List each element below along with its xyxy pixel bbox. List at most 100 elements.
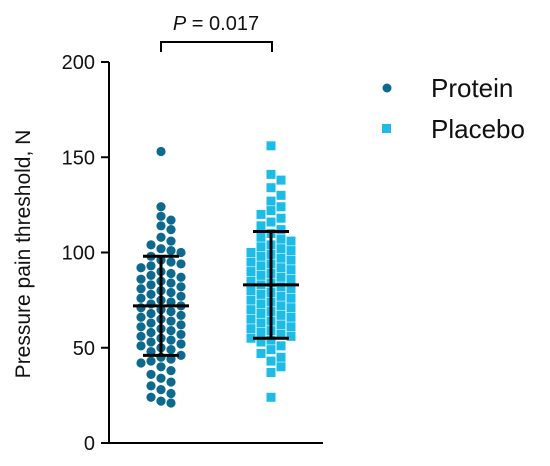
data-point-protein [156, 385, 166, 395]
data-point-protein [166, 268, 176, 279]
data-point-placebo [276, 352, 286, 362]
data-point-protein [136, 312, 146, 322]
data-point-protein [136, 263, 146, 273]
data-point-placebo [256, 251, 266, 261]
data-point-protein [146, 327, 156, 338]
data-point-protein [166, 354, 176, 364]
data-point-placebo [246, 314, 256, 324]
data-point-placebo [246, 267, 256, 277]
data-point-protein [166, 316, 176, 326]
data-point-protein [146, 280, 156, 290]
p-value-text: = 0.017 [186, 13, 259, 35]
data-point-protein [156, 244, 166, 254]
data-point-placebo [246, 257, 256, 267]
data-point-placebo [256, 308, 266, 318]
data-point-placebo [266, 368, 276, 378]
data-point-protein [166, 225, 176, 235]
data-point-protein [166, 287, 176, 298]
y-axis-label: Pressure pain threshold, N [12, 130, 35, 379]
data-point-protein [166, 377, 176, 387]
data-point-placebo [256, 221, 266, 231]
data-point-protein [136, 274, 146, 284]
data-point-placebo [266, 196, 276, 206]
data-point-protein [156, 211, 166, 221]
data-point-protein [146, 270, 156, 280]
data-point-protein [156, 396, 166, 406]
data-point-placebo [286, 293, 296, 303]
data-point-placebo [246, 333, 256, 343]
data-point-protein [166, 345, 176, 355]
data-point-protein [146, 381, 156, 391]
data-point-placebo [256, 299, 266, 309]
data-point-protein [166, 306, 176, 317]
data-point-protein [136, 341, 146, 351]
data-point-protein [146, 240, 156, 250]
y-ticks: 0 50 100 150 200 [62, 52, 109, 455]
y-tick-label: 50 [73, 338, 95, 360]
data-point-placebo [286, 265, 296, 275]
error-bars [133, 230, 299, 357]
data-point-protein [176, 291, 186, 301]
data-point-placebo [256, 261, 266, 271]
data-point-placebo [266, 345, 276, 355]
data-point-placebo [276, 253, 286, 263]
data-point-placebo [276, 244, 286, 254]
data-point-placebo [256, 270, 266, 280]
data-point-protein [136, 358, 146, 368]
y-tick-label: 100 [62, 243, 95, 265]
data-point-placebo [266, 141, 276, 151]
data-point-protein [136, 331, 146, 341]
data-point-placebo [276, 291, 286, 301]
data-point-protein [166, 245, 176, 256]
data-point-protein [146, 337, 156, 347]
p-value-annotation: P = 0.017 [173, 13, 259, 35]
data-point-placebo [286, 236, 296, 246]
data-point-protein [146, 318, 156, 328]
data-point-protein [136, 293, 146, 303]
data-point-protein [156, 232, 166, 242]
data-point-placebo [256, 337, 266, 347]
data-point-placebo [276, 329, 286, 339]
data-point-protein [146, 289, 156, 300]
data-point-protein [166, 388, 176, 399]
data-point-protein [156, 146, 166, 157]
data-point-protein [176, 339, 186, 349]
data-point-placebo [286, 255, 296, 265]
data-point-placebo [276, 282, 286, 292]
data-point-placebo [276, 301, 286, 311]
data-point-protein [146, 346, 156, 357]
data-point-placebo [266, 356, 276, 366]
data-point-protein [146, 369, 156, 380]
data-point-placebo [266, 392, 276, 402]
data-point-placebo [276, 320, 286, 330]
data-point-placebo [286, 246, 296, 256]
data-point-placebo [276, 272, 286, 282]
data-point-placebo [246, 286, 256, 296]
data-points [136, 141, 296, 408]
data-point-protein [166, 278, 176, 288]
data-point-placebo [276, 213, 286, 223]
data-point-protein [156, 202, 166, 212]
data-point-protein [146, 392, 156, 402]
data-point-placebo [276, 362, 286, 372]
legend-label-protein: Protein [431, 73, 513, 103]
data-point-protein [166, 215, 176, 225]
data-point-placebo [276, 234, 286, 244]
data-point-placebo [276, 341, 286, 351]
data-point-protein [166, 297, 176, 307]
data-point-placebo [246, 276, 256, 286]
data-point-protein [146, 308, 156, 319]
data-point-placebo [266, 206, 276, 216]
data-point-protein [176, 259, 186, 269]
data-point-protein [166, 366, 176, 376]
data-point-placebo [246, 305, 256, 315]
data-point-protein [166, 326, 176, 336]
data-point-protein [176, 320, 186, 330]
data-point-placebo [286, 303, 296, 313]
legend: Protein Placebo [382, 73, 525, 144]
legend-marker-placebo [382, 124, 391, 133]
data-point-placebo [246, 324, 256, 334]
data-point-placebo [286, 274, 296, 284]
data-point-placebo [276, 225, 286, 235]
